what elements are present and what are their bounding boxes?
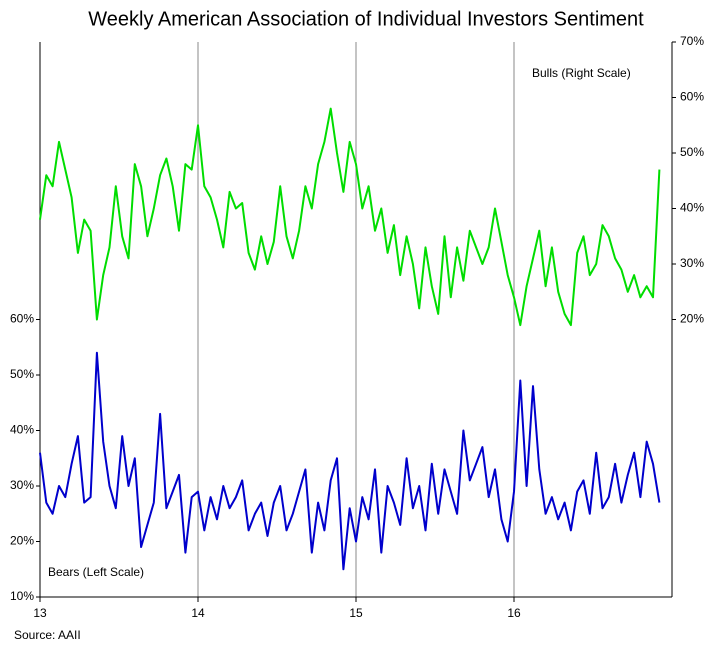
y-tick-label: 40%	[10, 423, 34, 437]
bears-annotation: Bears (Left Scale)	[48, 565, 144, 579]
y-tick-label: 10%	[10, 589, 34, 603]
bulls-annotation: Bulls (Right Scale)	[532, 66, 631, 80]
y-tick-label: 50%	[10, 367, 34, 381]
y2-tick-label: 30%	[680, 256, 704, 270]
y-tick-label: 20%	[10, 534, 34, 548]
x-tick-label: 15	[349, 606, 363, 620]
y2-tick-label: 70%	[680, 34, 704, 48]
series-line	[39, 107, 661, 327]
y2-tick-label: 60%	[680, 90, 704, 104]
y-tick-label: 30%	[10, 478, 34, 492]
x-tick-label: 14	[191, 606, 205, 620]
chart-title: Weekly American Association of Individua…	[88, 8, 644, 30]
y-tick-label: 60%	[10, 312, 34, 326]
source-note: Source: AAII	[14, 628, 81, 642]
y2-tick-label: 20%	[680, 312, 704, 326]
x-tick-label: 13	[33, 606, 47, 620]
x-tick-label: 16	[507, 606, 521, 620]
y2-tick-label: 40%	[680, 201, 704, 215]
series-line	[39, 351, 661, 571]
y2-tick-label: 50%	[680, 145, 704, 159]
